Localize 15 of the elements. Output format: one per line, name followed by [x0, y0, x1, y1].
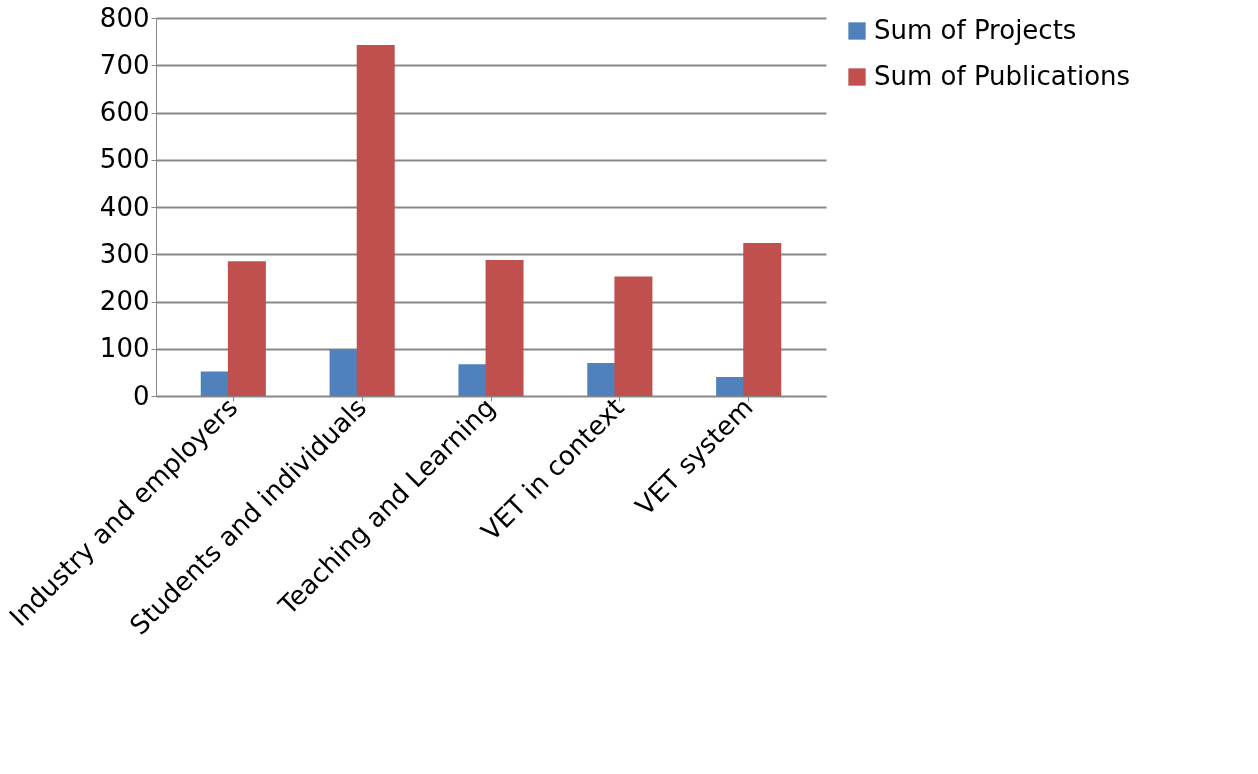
legend-label: Sum of Projects: [874, 15, 1077, 45]
bar: [743, 242, 782, 396]
y-tick-label: 600: [99, 97, 150, 127]
y-tick-label: 500: [99, 144, 150, 175]
y-tick-label: 300: [99, 238, 150, 269]
y-tick-label: 800: [99, 2, 150, 33]
bar: [485, 259, 524, 396]
y-tick-label: 100: [99, 333, 150, 364]
y-tick-label: 700: [99, 49, 150, 80]
bar: [356, 44, 395, 396]
y-tick-label: 400: [99, 191, 150, 222]
legend-label: Sum of Publications: [874, 61, 1131, 91]
bar: [227, 261, 266, 396]
y-tick-label: 200: [99, 286, 150, 316]
bar: [614, 276, 653, 396]
